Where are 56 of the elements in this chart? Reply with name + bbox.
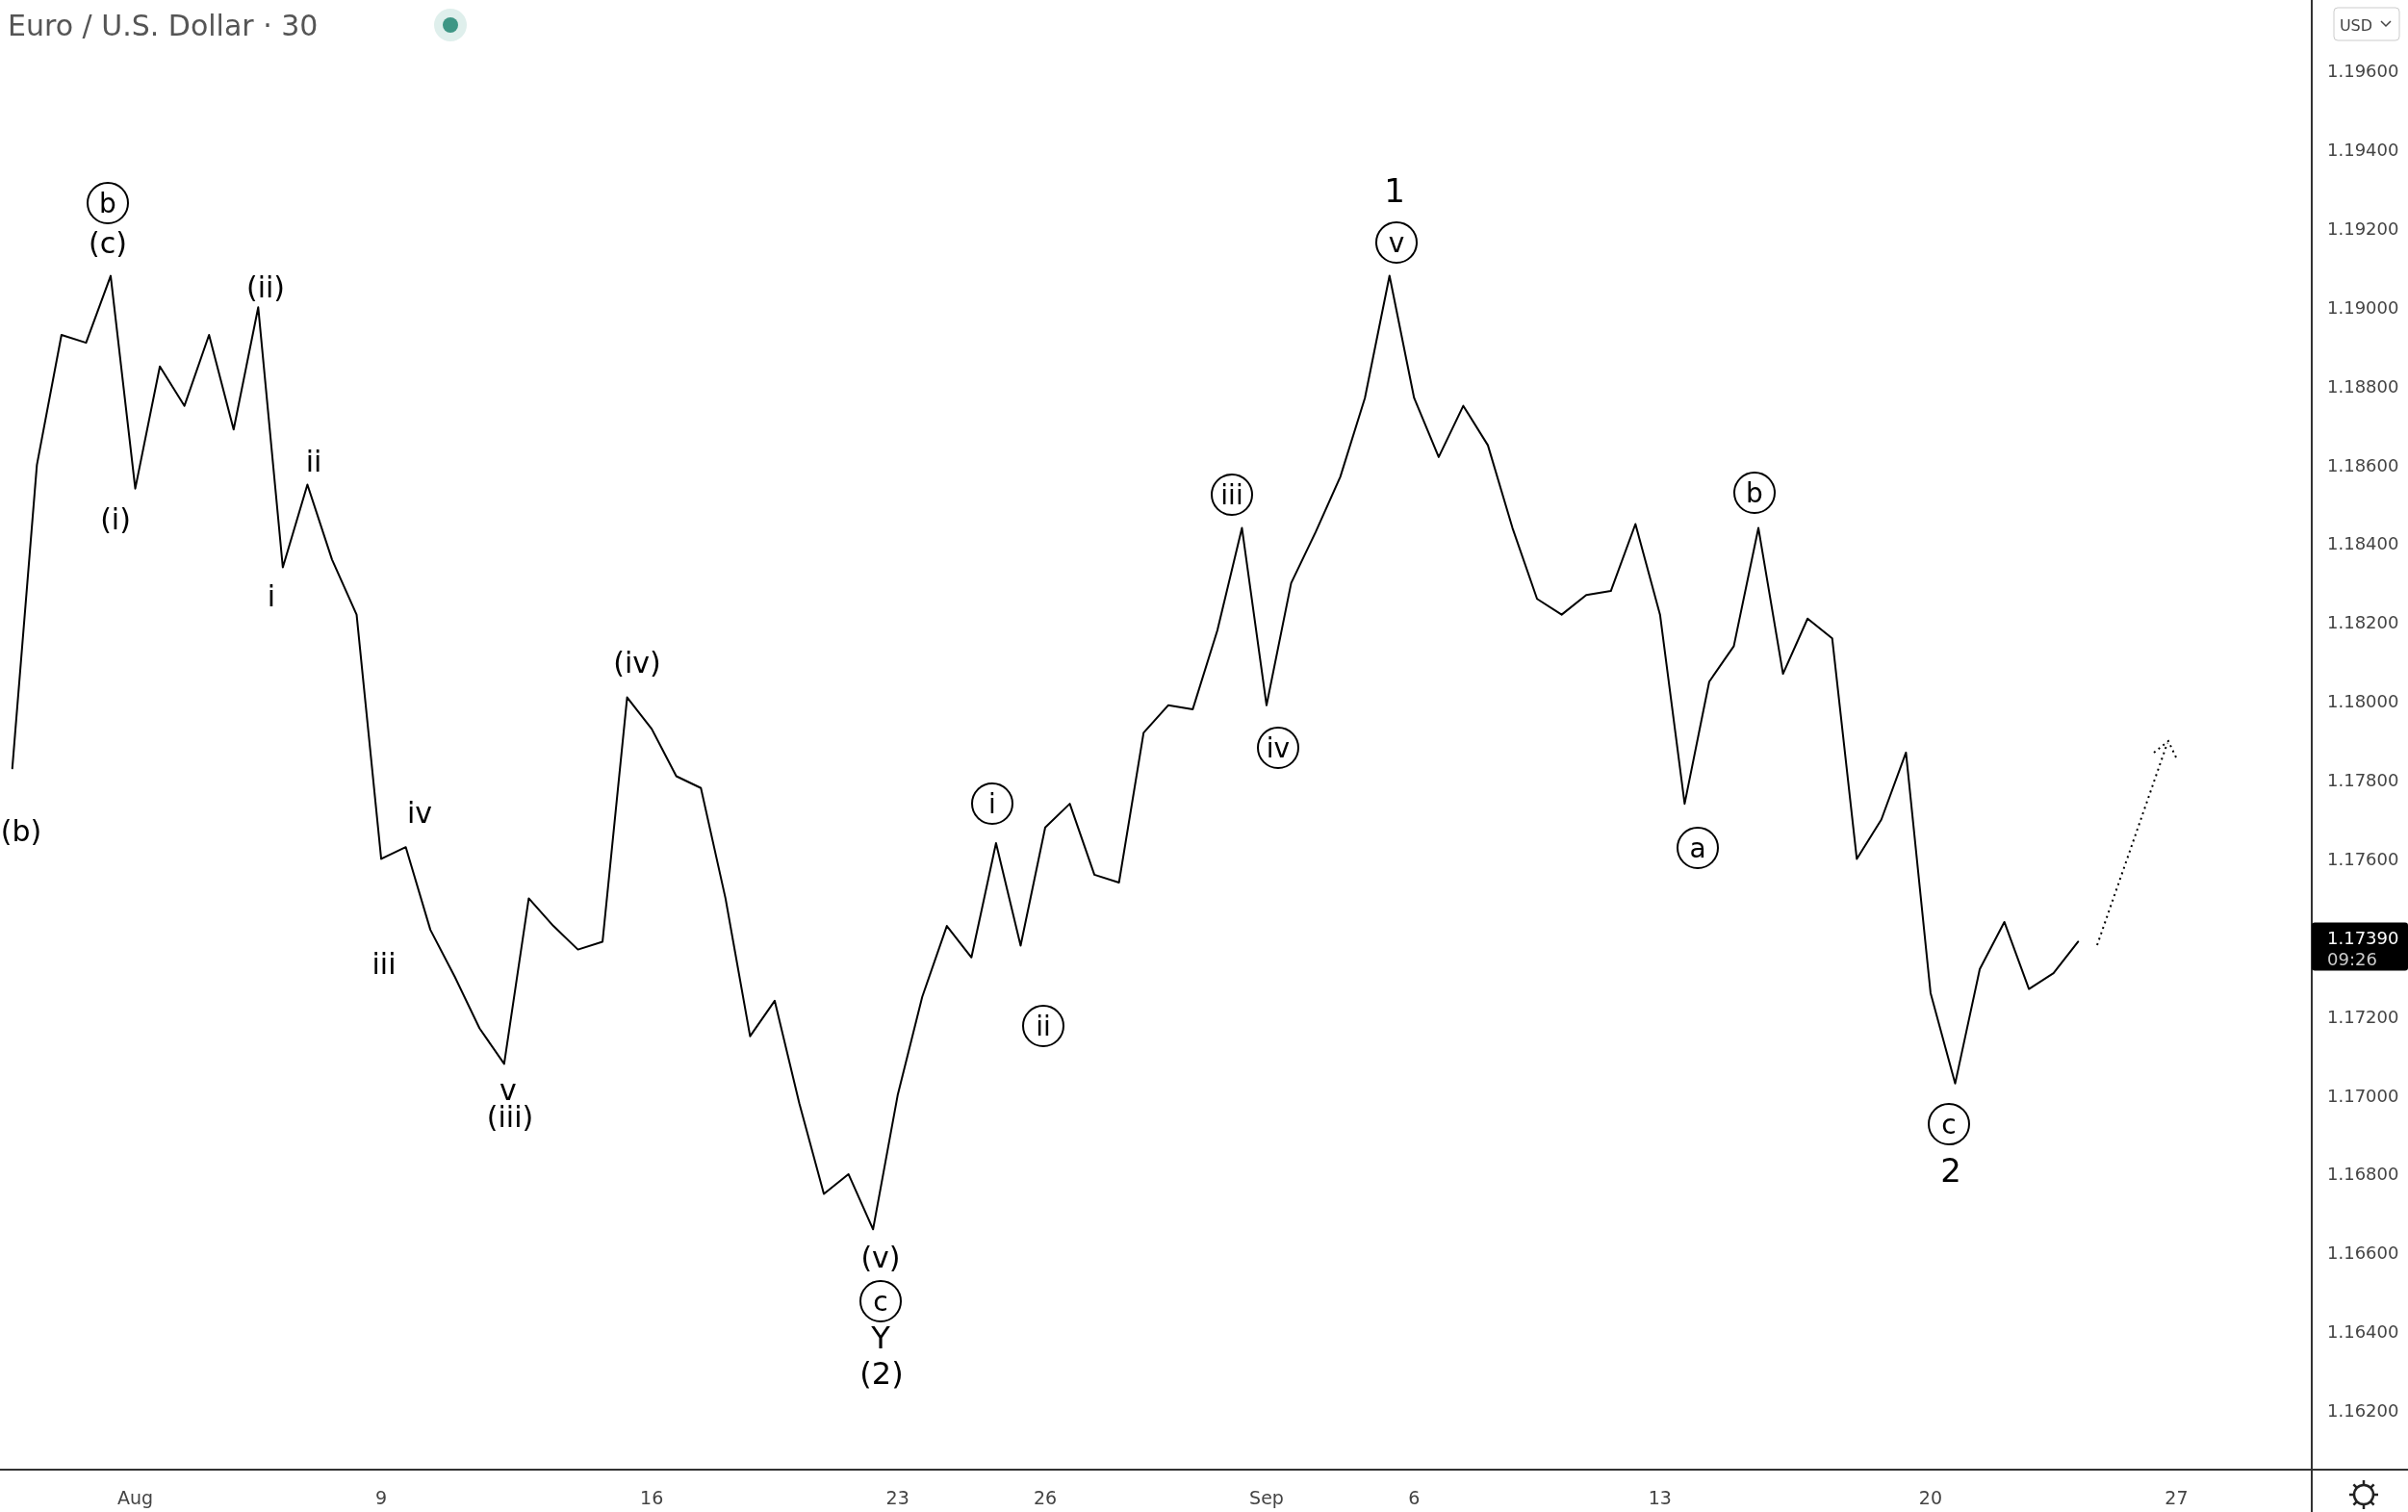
- y-tick-label: 1.17600: [2327, 848, 2399, 869]
- y-tick-label: 1.18200: [2327, 612, 2399, 633]
- y-tick-label: 1.18600: [2327, 454, 2399, 475]
- annotation: iii: [371, 946, 397, 981]
- annotation: b: [99, 187, 116, 219]
- annotation: (i): [100, 501, 131, 536]
- x-tick-label: Aug: [116, 1487, 154, 1508]
- x-tick-label: 9: [375, 1487, 388, 1508]
- y-tick-label: 1.19600: [2327, 61, 2399, 82]
- x-tick-label: 13: [1648, 1487, 1672, 1508]
- annotation: (2): [859, 1355, 904, 1392]
- annotation: i: [267, 578, 276, 613]
- y-tick-label: 1.17200: [2327, 1006, 2399, 1027]
- y-tick-label: 1.16400: [2327, 1321, 2399, 1343]
- annotation: c: [1941, 1108, 1957, 1140]
- y-tick-label: 1.16800: [2327, 1164, 2399, 1185]
- annotation: (ii): [245, 269, 286, 304]
- chart-title: Euro / U.S. Dollar · 30: [8, 8, 319, 42]
- annotation: (v): [860, 1240, 901, 1274]
- y-tick-label: 1.16600: [2327, 1243, 2399, 1264]
- y-tick-label: 1.17800: [2327, 770, 2399, 791]
- x-tick-label: Sep: [1249, 1487, 1284, 1508]
- annotation: ii: [305, 444, 322, 478]
- y-tick-label: 1.17000: [2327, 1085, 2399, 1106]
- annotation: (iv): [613, 645, 661, 679]
- x-tick-label: 20: [1918, 1487, 1943, 1508]
- annotation: iv: [1266, 731, 1291, 764]
- text: 09:26: [2327, 948, 2377, 969]
- y-tick-label: 1.19400: [2327, 140, 2399, 161]
- y-tick-label: 1.18000: [2327, 691, 2399, 712]
- annotation: c: [873, 1285, 888, 1318]
- y-tick-label: 1.19000: [2327, 296, 2399, 318]
- annotation: iv: [406, 795, 433, 830]
- y-tick-label: 1.18400: [2327, 533, 2399, 554]
- annotation: (iii): [486, 1099, 534, 1134]
- y-tick-label: 1.19200: [2327, 218, 2399, 239]
- x-tick-label: 6: [1408, 1487, 1421, 1508]
- annotation: (c): [89, 225, 127, 260]
- annotation: iii: [1220, 478, 1243, 511]
- annotation: Y: [870, 1320, 891, 1356]
- x-tick-label: 23: [885, 1487, 909, 1508]
- x-tick-label: 26: [1033, 1487, 1058, 1508]
- y-tick-label: 1.18800: [2327, 375, 2399, 397]
- annotation: 2: [1940, 1151, 1961, 1190]
- annotation: a: [1689, 832, 1706, 864]
- x-tick-label: 27: [2165, 1487, 2189, 1508]
- x-tick-label: 16: [640, 1487, 664, 1508]
- annotation: ii: [1036, 1010, 1051, 1042]
- annotation: v: [1388, 226, 1405, 259]
- annotation: 1: [1384, 171, 1405, 210]
- annotation: (b): [0, 813, 42, 848]
- annotation: i: [988, 787, 996, 820]
- text: 1.17390: [2327, 927, 2399, 948]
- annotation: b: [1746, 476, 1763, 509]
- y-tick-label: 1.16200: [2327, 1400, 2399, 1422]
- text: USD: [2339, 15, 2373, 35]
